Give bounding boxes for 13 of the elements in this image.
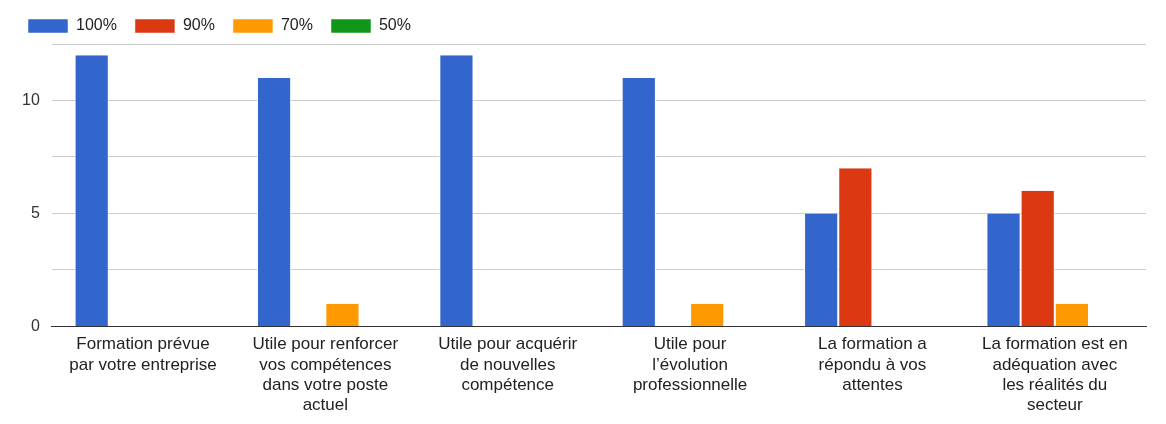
x-tick-label: Utile pour l’évolution professionnelle (632, 334, 748, 395)
x-tick-label: Utile pour acquérir de nouvelles compétence (438, 334, 578, 395)
legend-label: 70% (280, 16, 313, 34)
legend-label: 50% (378, 16, 411, 34)
y-tick-label: 5 (30, 203, 40, 221)
x-tick-label: Utile pour renforcer vos compétences dans votre poste actuel (252, 334, 399, 415)
y-tick-label: 0 (30, 316, 40, 334)
x-tick-label: La formation a répondu à vos attentes (818, 334, 928, 395)
legend-label: 100% (76, 16, 117, 34)
y-tick-label: 10 (22, 90, 40, 108)
x-tick-label: La formation est en adéquation avec les réalités du secteur (982, 334, 1128, 415)
x-tick-label: Formation prévue par votre entreprise (69, 334, 217, 374)
legend-label: 90% (182, 16, 215, 34)
